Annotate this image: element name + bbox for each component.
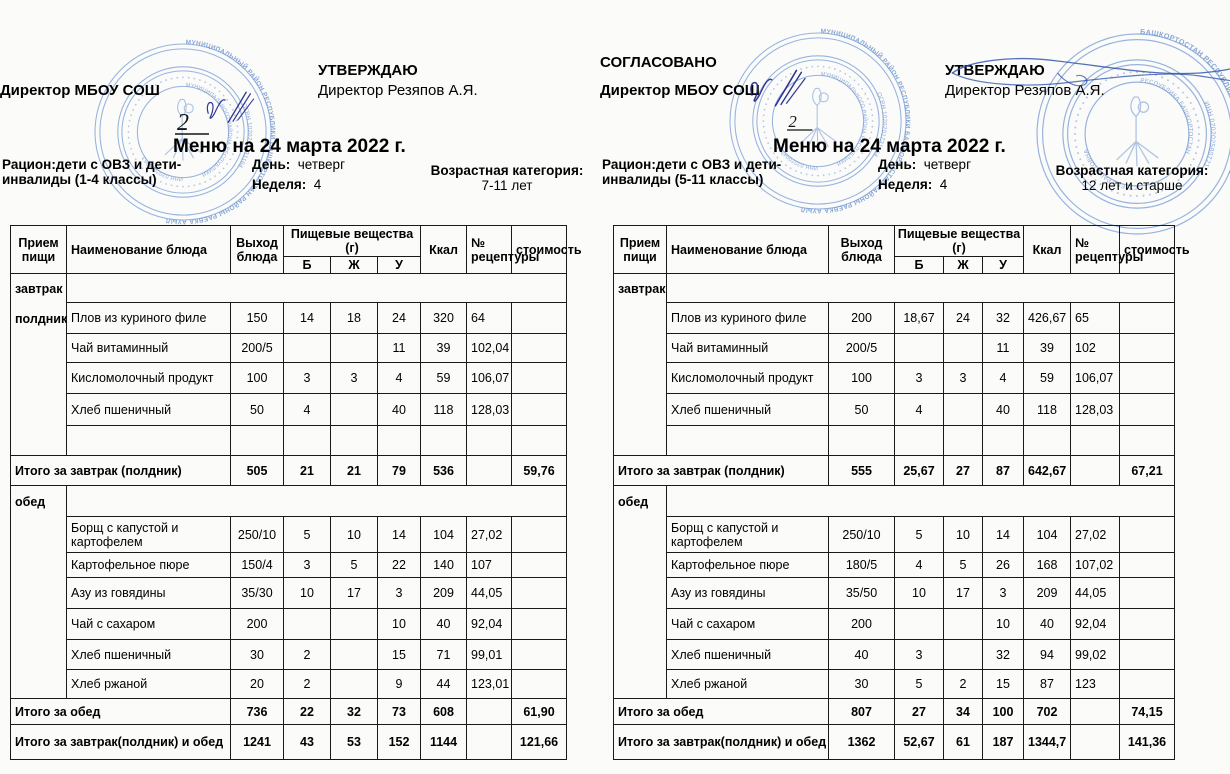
svg-text:2: 2: [177, 110, 189, 136]
